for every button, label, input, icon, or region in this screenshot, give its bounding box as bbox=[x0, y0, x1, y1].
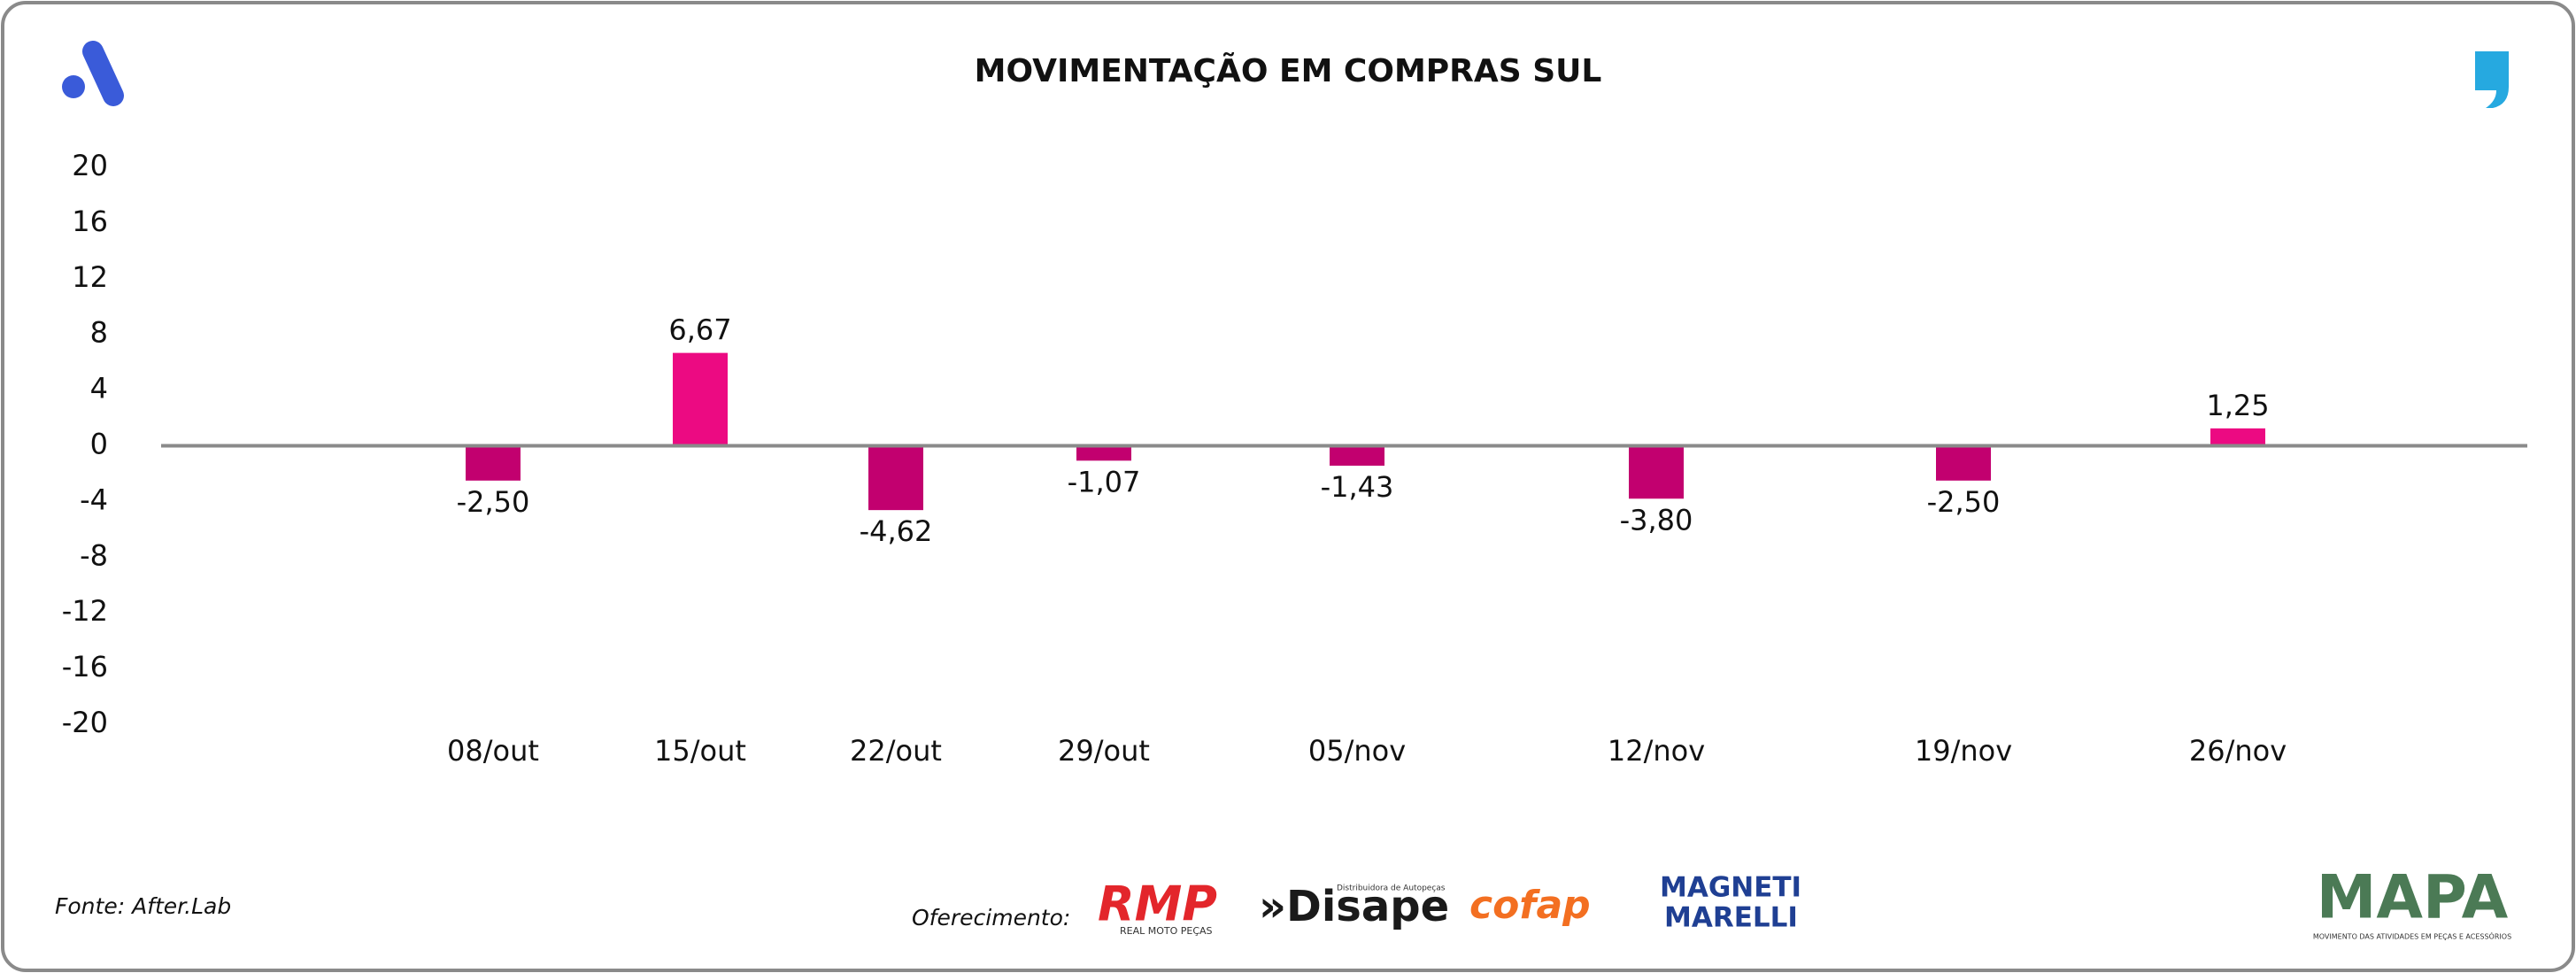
bar bbox=[466, 445, 521, 481]
bar bbox=[1936, 445, 1991, 481]
logo-cofap: cofap bbox=[1469, 883, 1591, 928]
logo-disape: »Disape bbox=[1259, 882, 1449, 931]
brand-logo bbox=[62, 41, 124, 106]
y-tick-label: 20 bbox=[72, 149, 108, 182]
value-label: -2,50 bbox=[457, 485, 530, 519]
y-tick-label: -20 bbox=[62, 706, 108, 739]
bar bbox=[868, 445, 923, 511]
x-tick-label: 12/nov bbox=[1608, 734, 1705, 768]
source: Fonte: After.Lab bbox=[55, 893, 231, 919]
chart-title: MOVIMENTAÇÃO EM COMPRAS SUL bbox=[975, 52, 1602, 89]
bar bbox=[2210, 428, 2265, 446]
bar bbox=[1629, 445, 1684, 499]
x-tick-label: 29/out bbox=[1058, 734, 1150, 768]
y-tick-label: 8 bbox=[90, 316, 108, 350]
logo-marelli: MARELLI bbox=[1664, 902, 1798, 934]
logo-rmp-sub: REAL MOTO PEÇAS bbox=[1120, 925, 1213, 937]
quote-icon bbox=[2475, 51, 2509, 108]
logo-magneti: MAGNETI bbox=[1660, 872, 1801, 904]
value-label: 6,67 bbox=[668, 313, 731, 347]
y-tick-label: 12 bbox=[72, 260, 108, 294]
y-tick-label: -16 bbox=[62, 650, 108, 683]
value-label: -3,80 bbox=[1620, 503, 1693, 537]
logo-mapa: MAPA bbox=[2317, 863, 2509, 933]
x-tick-label: 26/nov bbox=[2189, 734, 2287, 768]
y-tick-label: -12 bbox=[62, 594, 108, 628]
value-label: -1,43 bbox=[1321, 470, 1394, 504]
x-tick-label: 05/nov bbox=[1308, 734, 1406, 768]
x-tick-label: 19/nov bbox=[1915, 734, 2012, 768]
value-label: 1,25 bbox=[2206, 389, 2269, 422]
x-tick-label: 22/out bbox=[850, 734, 942, 768]
logo-disape-sub: Distribuidora de Autopeças bbox=[1337, 884, 1446, 893]
bar bbox=[673, 352, 728, 446]
y-tick-label: 0 bbox=[90, 428, 108, 461]
value-label: -4,62 bbox=[860, 514, 933, 548]
logo-mapa-sub: MOVIMENTO DAS ATIVIDADES EM PEÇAS E ACES… bbox=[2313, 931, 2511, 941]
logo-rmp: RMP bbox=[1098, 876, 1217, 932]
value-label: -2,50 bbox=[1927, 485, 2001, 519]
bar bbox=[1076, 445, 1131, 461]
y-tick-label: -8 bbox=[80, 538, 108, 572]
bar bbox=[1330, 445, 1384, 466]
y-tick-label: 16 bbox=[72, 205, 108, 238]
sponsor-label: Oferecimento: bbox=[912, 905, 1070, 931]
value-label: -1,07 bbox=[1068, 465, 1141, 498]
y-tick-label: -4 bbox=[80, 483, 108, 516]
x-tick-label: 08/out bbox=[447, 734, 539, 768]
x-tick-label: 15/out bbox=[654, 734, 746, 768]
y-tick-label: 4 bbox=[90, 372, 108, 405]
